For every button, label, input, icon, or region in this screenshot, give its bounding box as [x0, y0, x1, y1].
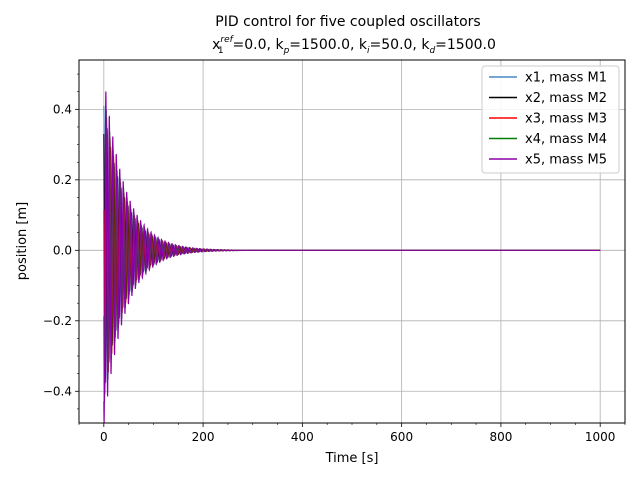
legend-label: x5, mass M5 [525, 153, 607, 168]
x-axis-label: Time [s] [325, 451, 379, 466]
legend-label: x4, mass M4 [525, 132, 607, 147]
series-line [103, 91, 601, 423]
y-tick-label: 0.0 [53, 243, 72, 257]
y-axis-ticks: −0.4 −0.2 0.0 0.2 0.4 [43, 102, 79, 398]
y-axis-label: position [m] [15, 202, 30, 280]
legend-label: x2, mass M2 [525, 91, 607, 106]
legend-label: x1, mass M1 [525, 71, 607, 86]
legend-label: x3, mass M3 [525, 112, 607, 127]
plot-frame [78, 59, 626, 424]
legend: x1, mass M1 x2, mass M2 x3, mass M3 x4, mas… [481, 65, 620, 174]
y-tick-label: 0.2 [53, 173, 72, 187]
chart-subtitle: xref 1 =0.0, kp=1500.0, ki=50.0, kd=1500.0 [212, 35, 496, 56]
series-lines [103, 91, 601, 423]
x-tick-label: 800 [489, 430, 512, 444]
y-tick-label: −0.4 [43, 384, 72, 398]
x-tick-label: 400 [291, 430, 314, 444]
x-tick-label: 200 [192, 430, 215, 444]
x-tick-label: 0 [100, 430, 108, 444]
x-tick-label: 1000 [585, 430, 616, 444]
x-axis-ticks: 0 200 400 600 800 1000 [100, 423, 615, 444]
y-tick-label: 0.4 [53, 102, 72, 116]
chart-title: PID control for five coupled oscillators [215, 14, 480, 30]
legend-box [481, 65, 620, 174]
y-tick-label: −0.2 [43, 314, 72, 328]
x-tick-label: 600 [390, 430, 413, 444]
